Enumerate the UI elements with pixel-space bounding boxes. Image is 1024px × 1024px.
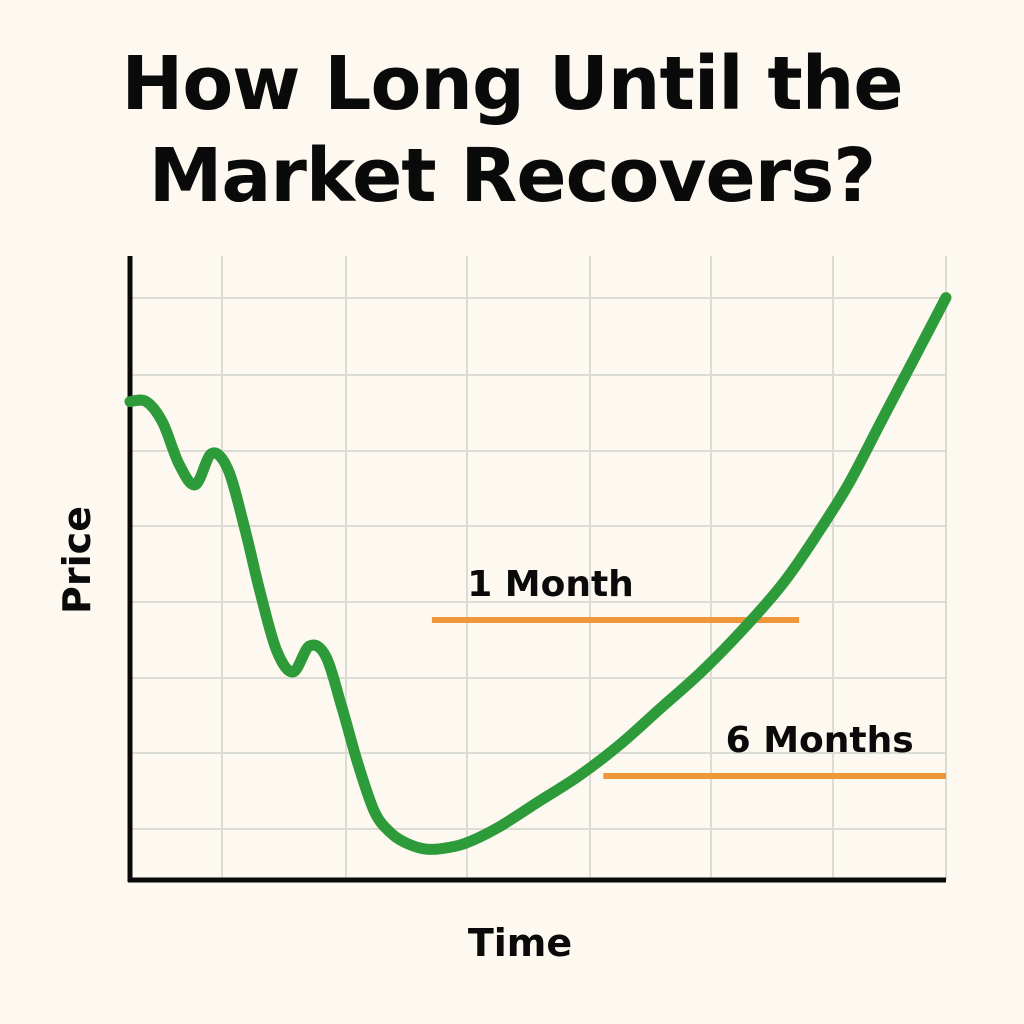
y-axis-label: Price (55, 506, 99, 614)
price-series-line-1 (124, 292, 952, 855)
series-layer (124, 292, 952, 855)
chart-title: How Long Until the Market Recovers? (0, 38, 1024, 222)
reference-label-6-months: 6 Months (726, 720, 914, 761)
reference-label-1-month: 1 Month (467, 564, 634, 605)
chart-title-line-2: Market Recovers? (148, 133, 876, 219)
x-axis-label: Time (468, 921, 572, 965)
reference-lines: 1 Month 6 Months (431, 564, 946, 779)
chart-title-line-1: How Long Until the (121, 41, 903, 127)
axes (127, 256, 946, 883)
